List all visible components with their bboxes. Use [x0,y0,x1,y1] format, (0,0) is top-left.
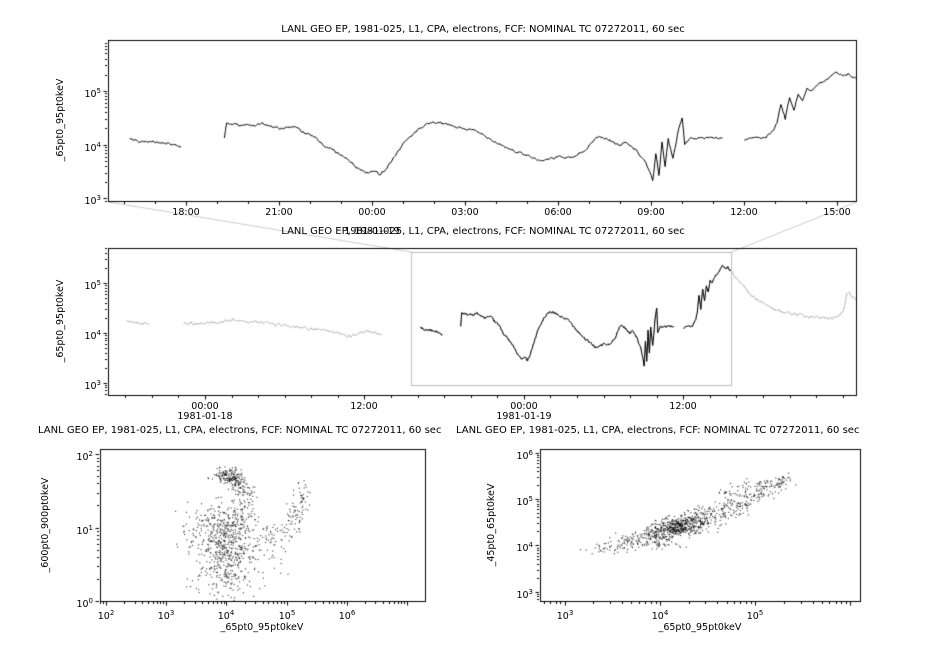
panel-title-top: LANL GEO EP, 1981-025, L1, CPA, electron… [281,24,685,35]
x-tick-label: 12:00 [669,401,697,412]
y-tick-label: 104 [516,541,533,555]
x-tick-label: 15:00 [823,207,851,218]
x-tick-label: 102 [97,609,115,623]
x-axis-label-bottom-left: _65pt0_95pt0keV [220,622,304,633]
x-tick-label: 105 [746,609,764,623]
y-tick-label: 105 [516,495,533,509]
x-axis-label-bottom-right: _65pt0_95pt0keV [658,622,742,633]
y-tick-label: 101 [76,524,93,538]
x-tick-label: 00:00 [191,401,219,412]
y-tick-label: 104 [84,141,101,155]
x-tick-label: 105 [278,609,296,623]
y-tick-label: 100 [76,597,93,611]
y-tick-label: 105 [84,87,101,101]
panel-title-bottom-right: LANL GEO EP, 1981-025, L1, CPA, electron… [456,425,860,436]
y-tick-label: 103 [84,379,101,393]
middle-xaxis-date-label-2: 1981-01-19 [496,411,552,422]
x-tick-label: 104 [651,609,669,623]
y-axis-label-top: _65pt0_95pt0keV [55,78,66,162]
x-tick-label: 12:00 [350,401,378,412]
x-tick-label: 06:00 [544,207,572,218]
panel-title-middle: LANL GEO EP, 1981-025, L1, CPA, electron… [281,226,685,237]
y-tick-label: 103 [516,588,533,602]
middle-xaxis-date-label-1: 1981-01-18 [177,411,233,422]
x-tick-label: 00:00 [510,401,538,412]
x-tick-label: 103 [157,609,175,623]
y-tick-label: 105 [84,279,101,293]
x-tick-label: 18:00 [172,207,200,218]
x-tick-label: 103 [556,609,574,623]
panel-title-bottom-left: LANL GEO EP, 1981-025, L1, CPA, electron… [38,425,442,436]
x-tick-label: 03:00 [451,207,479,218]
y-tick-label: 104 [84,329,101,343]
x-tick-label: 09:00 [637,207,665,218]
top-xaxis-date-label: 1981-01-19 [344,226,400,237]
x-tick-label: 21:00 [265,207,293,218]
y-axis-label-middle: _65pt0_95pt0keV [55,279,66,363]
x-tick-label: 106 [338,609,356,623]
y-tick-label: 102 [76,450,93,464]
x-tick-label: 104 [217,609,235,623]
x-tick-label: 12:00 [730,207,758,218]
y-tick-label: 103 [84,194,101,208]
x-tick-label: 00:00 [358,207,386,218]
y-axis-label-bottom-right: _45pt0_65pt0keV [486,483,497,567]
y-tick-label: 106 [516,449,533,463]
